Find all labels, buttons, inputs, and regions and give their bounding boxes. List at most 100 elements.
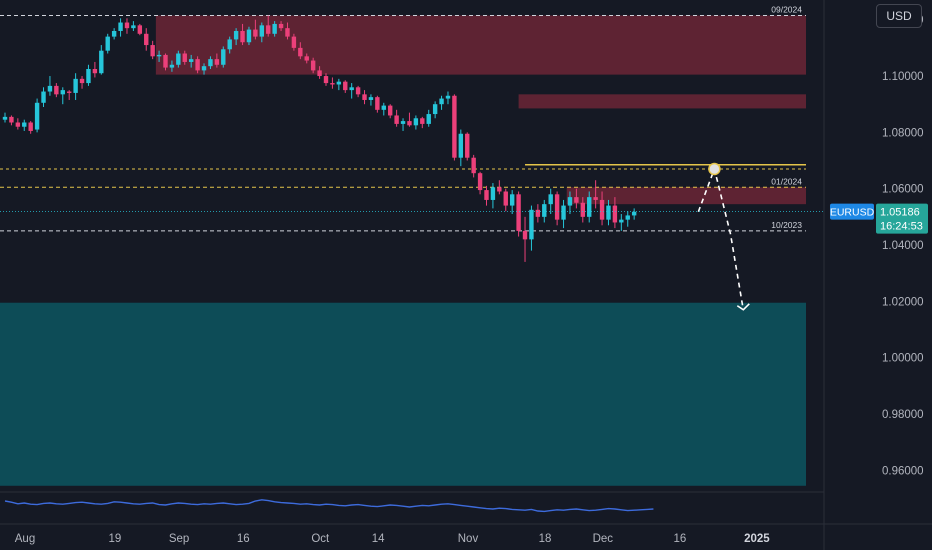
candle-body (278, 23, 284, 29)
candle-body (34, 102, 40, 130)
last-price-tag (876, 203, 928, 234)
candle-body (375, 97, 380, 110)
candlesticks (2, 15, 637, 262)
candle-body (445, 95, 451, 99)
candle-body (458, 133, 464, 158)
candle-body (587, 197, 592, 217)
candle-body (394, 115, 399, 124)
candle-body (163, 54, 168, 68)
candle-body (471, 157, 476, 174)
candle-body (9, 116, 14, 123)
candle-body (420, 118, 425, 124)
time-axis[interactable]: Aug 19 Sep 16 Oct 14 Nov 18 Dec 16 2025 (15, 533, 771, 545)
candle-body (490, 187, 496, 200)
candle-body (606, 205, 611, 220)
bar-countdown: 16:24:53 (880, 221, 923, 233)
price-axis[interactable]: 1.120001.100001.080001.060001.040001.020… (882, 15, 924, 478)
price-tick-label: 0.96000 (882, 465, 924, 477)
candle-body (317, 70, 322, 77)
symbol-tag (830, 203, 874, 220)
horizontal-levels: 09/2024 01/2024 10/2023 (0, 4, 806, 232)
price-tick-label: 1.06000 (882, 184, 924, 196)
candle-body (599, 199, 605, 220)
time-tick-label: 16 (237, 533, 250, 545)
candle-body (343, 81, 348, 91)
time-tick-label: 2025 (744, 533, 770, 545)
supply-zone-1 (518, 94, 806, 109)
supply-zone-2 (566, 187, 806, 205)
price-tick-label: 1.00000 (882, 353, 924, 365)
candle-body (567, 197, 573, 206)
price-tick-label: 0.98000 (882, 409, 924, 421)
candle-body (625, 215, 630, 220)
candle-body (368, 97, 374, 100)
candle-body (28, 122, 33, 131)
projection-point (708, 162, 721, 176)
supply-zone-0 (155, 15, 806, 75)
candle-body (522, 230, 528, 240)
candle-body (195, 59, 200, 71)
candle-body (554, 194, 560, 220)
candle-body (105, 36, 110, 51)
candle-body (246, 29, 252, 43)
candle-body (535, 209, 541, 217)
last-price-value: 1.05186 (880, 207, 920, 219)
candle-body (304, 56, 309, 61)
projection-arrowhead (736, 303, 750, 311)
candle-body (131, 25, 136, 29)
candle-body (176, 53, 181, 65)
time-tick-label: Sep (169, 533, 189, 545)
candle-body (381, 105, 386, 110)
candle-body (118, 22, 123, 31)
candle-body (400, 121, 406, 124)
candle-body (413, 118, 419, 126)
currency-button[interactable]: USD (876, 4, 922, 28)
candle-body (561, 205, 566, 220)
candle-body (253, 29, 258, 37)
candle-body (86, 68, 91, 84)
time-tick-label: Dec (593, 533, 614, 545)
price-tick-label: 1.02000 (882, 296, 924, 308)
candle-body (67, 91, 72, 93)
candle-body (73, 78, 78, 93)
candle-body (92, 68, 98, 74)
price-zones (0, 15, 806, 486)
candle-body (593, 197, 598, 200)
candle-body (465, 133, 470, 158)
candle-body (516, 194, 521, 231)
level-label-0: 09/2024 (771, 4, 802, 14)
candle-body (150, 45, 155, 57)
candle-body (298, 47, 303, 57)
candle-body (156, 54, 162, 57)
candle-body (272, 23, 277, 34)
time-tick-label: 14 (372, 533, 385, 545)
candle-body (60, 90, 65, 95)
candle-body (208, 59, 213, 67)
candle-body (54, 85, 59, 95)
level-label-4: 10/2023 (771, 220, 802, 230)
candle-body (509, 194, 515, 206)
candle-body (144, 33, 149, 46)
candle-body (477, 173, 483, 191)
time-tick-label: 16 (673, 533, 686, 545)
candle-body (99, 50, 104, 74)
candle-body (574, 197, 579, 203)
candle-body (355, 87, 361, 95)
candle-body (497, 187, 502, 192)
candle-body (240, 30, 245, 43)
candle-body (330, 83, 335, 85)
candle-body (182, 53, 187, 62)
candle-body (201, 66, 207, 71)
time-tick-label: Aug (15, 533, 35, 545)
candle-body (259, 25, 264, 37)
candle-body (580, 202, 585, 217)
price-tick-label: 1.10000 (882, 71, 924, 83)
candle-body (188, 59, 194, 62)
candle-body (15, 122, 21, 127)
candle-body (503, 191, 508, 206)
price-tick-label: 1.04000 (882, 240, 924, 252)
candle-body (619, 219, 624, 223)
time-tick-label: 19 (108, 533, 121, 545)
symbol-price-label[interactable]: EURUSD 1.05186 16:24:53 (0, 203, 928, 234)
